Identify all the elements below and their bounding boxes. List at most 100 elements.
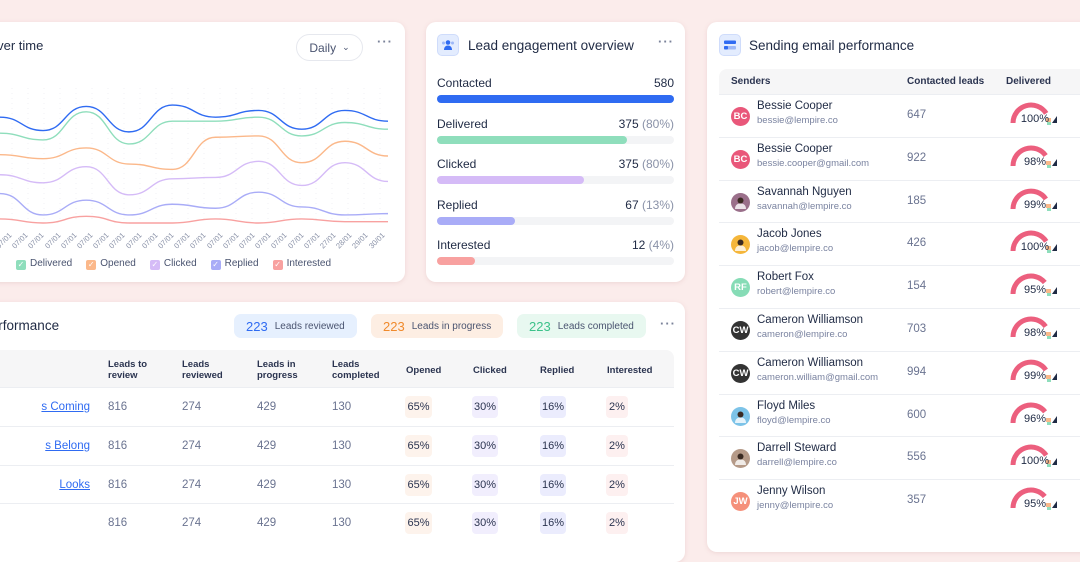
progress-fill [437,176,584,184]
sending-email-performance-card: Sending email performance Senders Contac… [707,22,1080,552]
cell-replied: 16% [540,473,566,496]
sender-name: Bessie Cooper [757,100,833,112]
delivered-percent: 96% [1023,412,1047,425]
campaign-name-link[interactable]: Looks [59,478,90,491]
progress-fill [437,95,674,103]
period-select[interactable]: Daily ⌄ [296,34,363,61]
progress-fill [437,216,516,225]
chevron-down-icon: ⌄ [342,42,350,52]
delivered-gauge [1010,359,1057,382]
campaign-name-link[interactable]: s Belong [45,439,90,452]
warning-triangle-icon [1052,287,1057,295]
sender-email: floyd@lempire.co [757,414,831,426]
senders-title: Sending email performance [749,38,915,53]
legend-item-opened[interactable]: ✓ Opened [86,258,136,270]
sender-name: Jenny Wilson [757,485,826,498]
pill-count: 223 [383,318,405,334]
col-header: Clicked [473,365,507,376]
delivered-percent: 95% [1023,284,1047,297]
avatar: CW [731,321,750,340]
sender-name: Bessie Cooper [757,142,833,155]
checkbox-icon: ✓ [86,260,97,270]
contacted-leads: 703 [907,323,927,335]
series-line-contacted [0,104,389,133]
sender-row[interactable]: CW Cameron Williamson cameron@lempire.co… [719,308,1080,351]
col-senders: Senders [731,76,771,87]
warning-triangle-icon [1052,501,1057,509]
sender-email: bessie@lempire.co [757,115,838,126]
cell-reviewed: 274 [182,517,202,530]
more-horizontal-icon[interactable]: ··· [658,34,674,49]
sender-row[interactable]: Savannah Nguyen savannah@lempire.co 185 … [719,179,1080,223]
avatar-initials: CW [732,367,749,379]
delivered-gauge [1010,145,1057,168]
sender-email: cameron.william@gmail.com [757,371,879,383]
sender-row[interactable]: BC Bessie Cooper bessie@lempire.co 647 1… [719,94,1080,137]
metric-percent: (80%) [641,116,674,131]
progress-bar [437,176,674,184]
sender-email: jacob@lempire.co [757,243,834,255]
contacted-leads: 185 [907,194,927,207]
sender-name: Floyd Miles [757,399,816,412]
series-line-clicked [0,160,389,196]
cell-completed: 130 [332,439,352,452]
legend-label: Opened [100,258,136,269]
series-line-opened [0,135,389,171]
checkbox-icon: ✓ [272,260,283,270]
sender-row[interactable]: Floyd Miles floyd@lempire.co 600 96% [719,393,1080,437]
avatar [731,192,750,212]
cell-opened: 65% [405,512,432,535]
sender-name: Jacob Jones [757,228,822,241]
more-horizontal-icon[interactable]: ··· [660,316,676,331]
sender-row[interactable]: CW Cameron Williamson cameron.william@gm… [719,350,1080,394]
metric-label: Replied [437,197,478,212]
sender-row[interactable]: RF Robert Fox robert@lempire.co 154 95% [719,265,1080,308]
warning-triangle-icon [1052,372,1057,380]
legend-item-delivered[interactable]: ✓ Delivered [16,258,72,270]
avatar [731,406,750,426]
progress-bar [437,216,674,225]
more-horizontal-icon[interactable]: ··· [377,34,393,49]
cell-clicked: 30% [472,396,498,418]
sender-row[interactable]: BC Bessie Cooper bessie.cooper@gmail.com… [719,136,1080,180]
delivered-gauge [1010,188,1057,211]
progress-fill [437,257,475,265]
metric-value: 580 [653,76,674,90]
sender-row[interactable]: Jacob Jones jacob@lempire.co 426 100% [719,222,1080,265]
campaign-name-link[interactable]: s Coming [41,401,90,413]
cell-to-review: 816 [108,478,128,491]
pill-leads-in-progress[interactable]: 223 Leads in progress [371,314,504,338]
legend-item-clicked[interactable]: ✓ Clicked [149,258,197,270]
cell-reviewed: 274 [182,478,202,491]
avatar-initials: BC [733,153,748,165]
contacted-leads: 556 [907,451,927,464]
sender-name: Cameron Williamson [757,314,864,326]
legend-item-interested[interactable]: ✓ Interested [272,258,331,270]
delivered-gauge [1010,273,1057,297]
delivered-percent: 100% [1020,241,1050,254]
checkbox-icon: ✓ [210,260,221,270]
checkbox-icon: ✓ [149,260,160,270]
cell-clicked: 30% [472,512,498,535]
sender-row[interactable]: JW Jenny Wilson jenny@lempire.co 357 95% [719,479,1080,522]
legend-item-replied[interactable]: ✓ Replied [210,258,259,270]
period-select-value: Daily [309,40,337,55]
warning-triangle-icon [1052,158,1057,166]
chart-legend: ✓ Delivered ✓ Opened ✓ Clicked ✓ Replied ✓ Intere… [16,258,331,270]
sender-name: Cameron Williamson [757,356,864,369]
cell-completed: 130 [332,478,352,491]
cell-opened: 65% [405,396,432,418]
metric-label: Clicked [437,157,477,171]
warning-triangle-icon [1052,201,1057,209]
person-icon [735,411,746,423]
sender-name: Robert Fox [757,271,814,284]
pill-leads-completed[interactable]: 223 Leads completed [517,314,646,338]
avatar: BC [731,107,750,126]
person-icon [735,453,746,466]
senders-table-header: Senders Contacted leads Delivered [719,69,1080,94]
sender-row[interactable]: Darrell Steward darrell@lempire.co 556 1… [719,436,1080,479]
delivered-gauge [1010,444,1057,468]
progress-fill [437,135,627,144]
pill-leads-reviewed[interactable]: 223 Leads reviewed [234,314,357,338]
pill-label: Leads completed [557,320,634,332]
